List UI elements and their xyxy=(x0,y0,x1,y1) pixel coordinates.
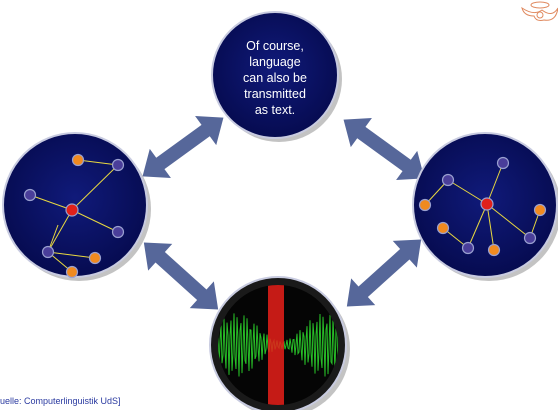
angel-icon xyxy=(521,1,558,21)
text-line: Of course, xyxy=(246,39,304,53)
text-line: as text. xyxy=(255,103,295,117)
text-line: language xyxy=(249,55,300,69)
center-text: Of course, language can also be transmit… xyxy=(243,39,307,117)
waveform-circle xyxy=(209,276,347,410)
text-line: transmitted xyxy=(244,87,306,101)
text-circle xyxy=(211,11,339,139)
graph-left xyxy=(2,132,148,279)
text-line: can also be xyxy=(243,71,307,85)
source-note: uelle: Computerlinguistik UdS] xyxy=(0,396,121,406)
graph-right xyxy=(412,132,558,278)
